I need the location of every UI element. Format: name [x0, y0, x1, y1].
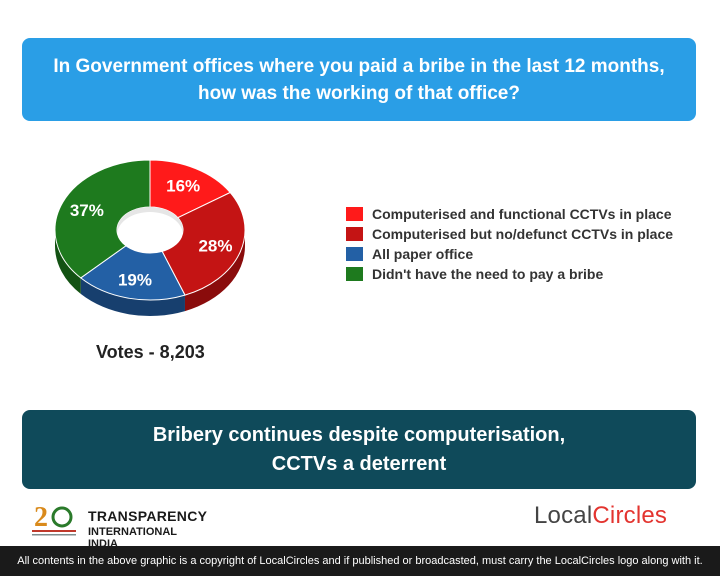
transparency-international-logo: 2 TRANSPARENCY INTERNATIONAL INDIA: [28, 500, 207, 550]
slice-label-1: 28%: [198, 237, 232, 256]
legend-item-0: Computerised and functional CCTVs in pla…: [346, 204, 673, 224]
slice-side-2: [80, 277, 185, 316]
slice-label-0: 16%: [166, 177, 200, 196]
legend-label-1: Computerised but no/defunct CCTVs in pla…: [372, 226, 674, 242]
conclusion-banner: Bribery continues despite computerisatio…: [22, 410, 696, 489]
localcircles-logo: LocalCircles: [530, 498, 700, 538]
legend-label-3: Didn't have the need to pay a bribe: [372, 266, 604, 282]
legend-label-0: Computerised and functional CCTVs in pla…: [372, 206, 672, 222]
ti-name-line-1: TRANSPARENCY: [88, 508, 208, 524]
question-line-1: In Government offices where you paid a b…: [53, 55, 665, 77]
conclusion-line-2: CCTVs a deterrent: [271, 452, 447, 475]
slice-label-3: 37%: [70, 201, 104, 220]
localcircles-text-circles: Circles: [592, 502, 668, 529]
slice-side-3: [55, 230, 81, 294]
ti-20-years-icon: 2: [32, 502, 76, 536]
legend-swatch-1: [346, 227, 363, 241]
slice-2: [79, 245, 186, 301]
localcircles-text-local: Local: [534, 502, 593, 529]
legend-swatch-2: [346, 247, 363, 261]
slice-label-2: 19%: [118, 270, 152, 289]
donut-chart: 16% 28% 19% 37%: [54, 159, 246, 316]
donut-hole-wall: [117, 207, 183, 235]
votes-count: Votes - 8,203: [96, 342, 205, 362]
svg-text:2: 2: [34, 502, 48, 533]
conclusion-line-1: Bribery continues despite computerisatio…: [152, 423, 566, 446]
slice-side-1: [184, 230, 245, 312]
question-banner: In Government offices where you paid a b…: [22, 38, 696, 121]
question-line-2: how was the working of that office?: [198, 82, 520, 104]
legend-item-1: Computerised but no/defunct CCTVs in pla…: [346, 224, 673, 244]
copyright-footer: All contents in the above graphic is a c…: [0, 546, 720, 576]
legend-swatch-0: [346, 207, 363, 221]
legend-label-2: All paper office: [372, 246, 474, 262]
chart-legend: Computerised and functional CCTVs in pla…: [346, 204, 673, 284]
legend-swatch-3: [346, 267, 363, 281]
legend-item-2: All paper office: [346, 244, 673, 264]
legend-item-3: Didn't have the need to pay a bribe: [346, 264, 673, 284]
